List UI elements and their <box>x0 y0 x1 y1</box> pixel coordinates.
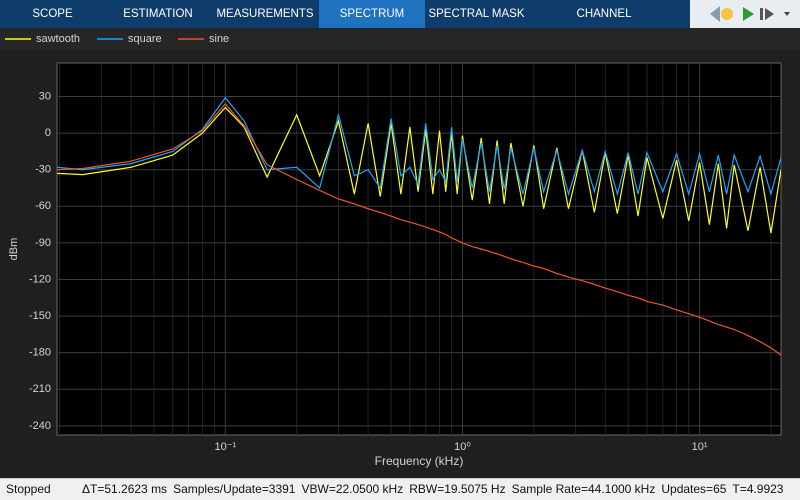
run-icon[interactable] <box>743 7 754 21</box>
y-tick-label: -240 <box>29 420 51 432</box>
toolbar-icons <box>690 0 800 28</box>
y-tick-label: 0 <box>45 127 51 139</box>
settings-icon[interactable] <box>721 8 733 20</box>
y-tick-label: -30 <box>35 164 51 176</box>
status-item: VBW=22.0500 kHz <box>301 482 404 496</box>
y-axis-label: dBm <box>8 238 20 261</box>
y-tick-label: -60 <box>35 200 51 212</box>
x-tick-label: 10¹ <box>692 441 708 453</box>
plot-area <box>56 62 782 436</box>
tab[interactable]: ESTIMATION <box>123 8 193 20</box>
series-line <box>57 102 781 356</box>
y-tick-label: -150 <box>29 310 51 322</box>
x-axis-label: Frequency (kHz) <box>375 454 464 468</box>
legend-label: sawtooth <box>36 33 80 45</box>
toolbar: SCOPE ESTIMATION MEASUREMENTS SPECTRUM S… <box>0 0 800 48</box>
y-tick-label: 30 <box>39 90 51 102</box>
tab[interactable]: CHANNEL MEASUREMENTS <box>555 8 652 48</box>
series-line <box>57 106 781 234</box>
y-tick-label: -120 <box>29 273 51 285</box>
status-item: ΔT=51.2623 ms <box>82 482 168 496</box>
status-bar: Stopped ΔT=51.2623 ms Samples/Update=3391… <box>0 478 800 500</box>
step-icon[interactable] <box>760 8 763 20</box>
legend-strip <box>0 28 800 50</box>
status-item: Updates=65 <box>661 482 727 496</box>
status-items: ΔT=51.2623 ms Samples/Update=3391 VBW=22.0… <box>82 479 783 500</box>
y-tick-label: -180 <box>29 347 51 359</box>
status-item: T=4.9923 <box>732 482 784 496</box>
x-tick-label: 10⁰ <box>454 441 471 453</box>
tab[interactable]: SCOPE <box>32 8 73 20</box>
legend-label: square <box>128 33 162 45</box>
tab[interactable]: SPECTRAL MASK <box>428 8 525 20</box>
step-icon-arrow <box>765 8 774 20</box>
status-state: Stopped <box>6 482 51 496</box>
collapse-icon[interactable] <box>710 6 720 22</box>
legend-label: sine <box>209 33 229 45</box>
x-tick-label: 10⁻¹ <box>214 441 236 453</box>
status-item: Samples/Update=3391 <box>173 482 296 496</box>
status-item: RBW=19.5075 Hz <box>409 482 506 496</box>
y-tick-label: -90 <box>35 237 51 249</box>
dropdown-icon[interactable] <box>784 12 790 16</box>
chart: Frequency (kHz) dBm 30 0 -30 -60 -90 -120 -150… <box>0 28 800 468</box>
tab[interactable]: MEASUREMENTS <box>216 8 314 20</box>
y-tick-label: -210 <box>29 383 51 395</box>
series-line <box>57 96 781 197</box>
status-item: Sample Rate=44.1000 kHz <box>511 482 656 496</box>
tab-selected[interactable]: SPECTRUM <box>319 0 425 28</box>
